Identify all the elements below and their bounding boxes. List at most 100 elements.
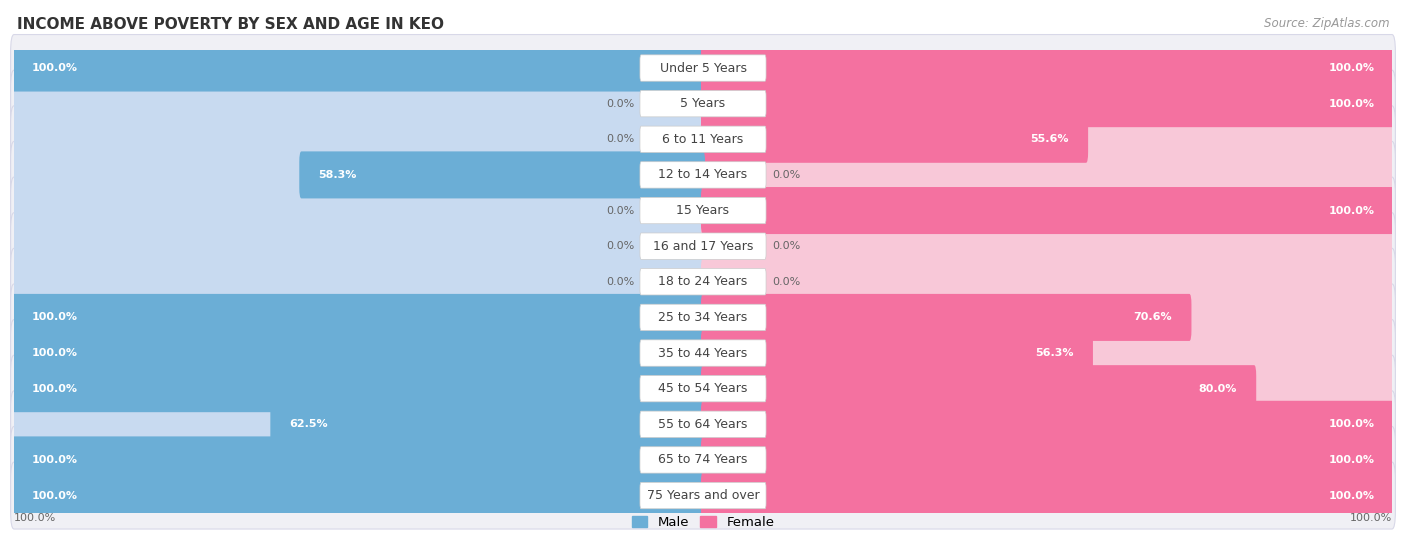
FancyBboxPatch shape [640,162,766,188]
Text: 100.0%: 100.0% [1329,99,1375,109]
Text: 15 Years: 15 Years [676,204,730,217]
Legend: Male, Female: Male, Female [626,511,780,535]
FancyBboxPatch shape [702,472,1393,519]
FancyBboxPatch shape [640,482,766,509]
Text: 100.0%: 100.0% [1329,455,1375,465]
FancyBboxPatch shape [702,401,1393,448]
FancyBboxPatch shape [11,320,1395,387]
FancyBboxPatch shape [13,45,704,92]
FancyBboxPatch shape [702,80,1393,127]
Text: 100.0%: 100.0% [31,384,77,393]
FancyBboxPatch shape [13,294,704,341]
Text: 35 to 44 Years: 35 to 44 Years [658,347,748,359]
FancyBboxPatch shape [702,45,1393,92]
Text: 56.3%: 56.3% [1035,348,1074,358]
FancyBboxPatch shape [13,472,704,519]
FancyBboxPatch shape [702,472,1393,519]
Text: 100.0%: 100.0% [31,348,77,358]
Text: 70.6%: 70.6% [1133,312,1173,323]
Text: 0.0%: 0.0% [606,205,634,215]
Text: 62.5%: 62.5% [290,419,328,429]
FancyBboxPatch shape [13,472,704,519]
FancyBboxPatch shape [13,436,704,483]
Text: 55 to 64 Years: 55 to 64 Years [658,418,748,431]
Text: 16 and 17 Years: 16 and 17 Years [652,240,754,253]
FancyBboxPatch shape [13,151,704,199]
FancyBboxPatch shape [13,294,704,341]
Text: 100.0%: 100.0% [31,312,77,323]
FancyBboxPatch shape [702,187,1393,234]
FancyBboxPatch shape [702,436,1393,483]
Text: 100.0%: 100.0% [14,513,56,523]
Text: INCOME ABOVE POVERTY BY SEX AND AGE IN KEO: INCOME ABOVE POVERTY BY SEX AND AGE IN K… [17,17,444,32]
Text: 65 to 74 Years: 65 to 74 Years [658,454,748,466]
FancyBboxPatch shape [702,401,1393,448]
Text: 0.0%: 0.0% [606,99,634,109]
FancyBboxPatch shape [702,187,1393,234]
FancyBboxPatch shape [11,177,1395,244]
FancyBboxPatch shape [11,70,1395,137]
FancyBboxPatch shape [13,365,704,412]
FancyBboxPatch shape [11,462,1395,529]
Text: 75 Years and over: 75 Years and over [647,489,759,502]
FancyBboxPatch shape [11,284,1395,351]
FancyBboxPatch shape [640,411,766,437]
Text: 58.3%: 58.3% [319,170,357,180]
Text: 45 to 54 Years: 45 to 54 Years [658,382,748,395]
FancyBboxPatch shape [702,330,1092,377]
FancyBboxPatch shape [640,126,766,152]
Text: 55.6%: 55.6% [1031,134,1069,145]
FancyBboxPatch shape [640,233,766,259]
FancyBboxPatch shape [13,223,704,270]
Text: 100.0%: 100.0% [31,490,77,501]
FancyBboxPatch shape [640,268,766,295]
FancyBboxPatch shape [702,116,1393,163]
Text: Under 5 Years: Under 5 Years [659,61,747,75]
Text: 100.0%: 100.0% [1329,419,1375,429]
FancyBboxPatch shape [11,426,1395,493]
FancyBboxPatch shape [640,198,766,224]
FancyBboxPatch shape [11,106,1395,173]
Text: 25 to 34 Years: 25 to 34 Years [658,311,748,324]
FancyBboxPatch shape [640,340,766,366]
FancyBboxPatch shape [702,294,1191,341]
FancyBboxPatch shape [702,294,1393,341]
Text: 0.0%: 0.0% [606,277,634,287]
FancyBboxPatch shape [702,365,1393,412]
FancyBboxPatch shape [702,330,1393,377]
FancyBboxPatch shape [11,213,1395,280]
Text: 100.0%: 100.0% [1329,205,1375,215]
Text: 0.0%: 0.0% [772,241,800,251]
Text: 5 Years: 5 Years [681,97,725,110]
Text: 12 to 14 Years: 12 to 14 Years [658,169,748,181]
FancyBboxPatch shape [702,116,1088,163]
Text: 100.0%: 100.0% [31,63,77,73]
FancyBboxPatch shape [13,401,704,448]
FancyBboxPatch shape [702,436,1393,483]
Text: 0.0%: 0.0% [772,277,800,287]
Text: 0.0%: 0.0% [606,134,634,145]
FancyBboxPatch shape [702,151,1393,199]
FancyBboxPatch shape [11,391,1395,458]
FancyBboxPatch shape [640,55,766,81]
FancyBboxPatch shape [640,447,766,473]
FancyBboxPatch shape [270,401,704,448]
FancyBboxPatch shape [640,90,766,117]
FancyBboxPatch shape [702,365,1256,412]
FancyBboxPatch shape [640,304,766,330]
FancyBboxPatch shape [11,248,1395,315]
Text: 0.0%: 0.0% [772,170,800,180]
FancyBboxPatch shape [11,355,1395,422]
Text: 0.0%: 0.0% [606,241,634,251]
FancyBboxPatch shape [702,80,1393,127]
Text: 6 to 11 Years: 6 to 11 Years [662,133,744,146]
FancyBboxPatch shape [702,258,1393,305]
FancyBboxPatch shape [702,223,1393,270]
Text: Source: ZipAtlas.com: Source: ZipAtlas.com [1264,17,1389,30]
FancyBboxPatch shape [13,436,704,483]
FancyBboxPatch shape [13,330,704,377]
Text: 100.0%: 100.0% [1350,513,1392,523]
FancyBboxPatch shape [13,365,704,412]
FancyBboxPatch shape [299,151,704,199]
Text: 100.0%: 100.0% [31,455,77,465]
